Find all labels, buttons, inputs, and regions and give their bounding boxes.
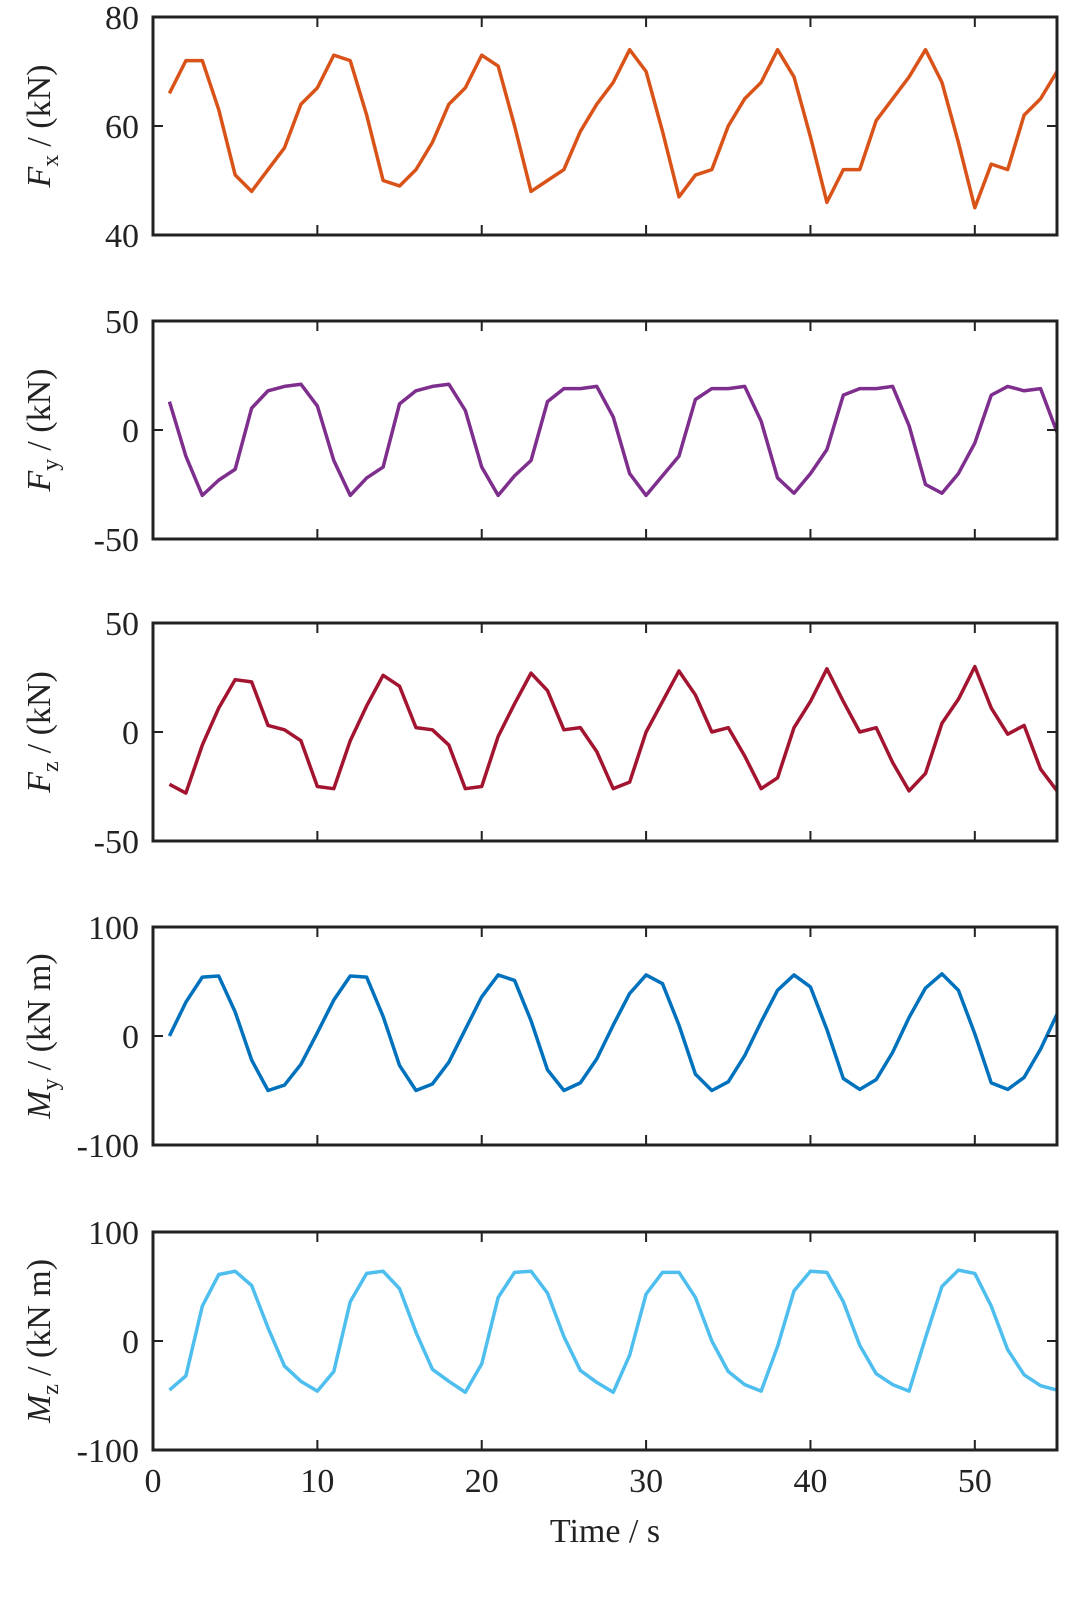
y-axis-label: Fz / (kN) [21,671,64,794]
y-label-subscript: y [38,1078,64,1090]
y-label-symbol: M [21,1393,58,1424]
y-axis-label: Fx / (kN) [21,65,64,189]
x-tick-label: 30 [629,1463,663,1500]
y-label-unit: / (kN m) [21,1259,58,1376]
y-tick-label: -50 [94,522,139,559]
y-tick-label: 50 [105,304,139,341]
y-tick-label: 50 [105,606,139,643]
x-tick-label: 50 [958,1463,992,1500]
axes-frame [151,15,1059,237]
x-axis-label: Time / s [550,1513,660,1550]
y-tick-label: 100 [88,910,139,947]
y-tick-label: 0 [122,413,139,450]
x-tick-label: 10 [300,1463,334,1500]
y-label-subscript: z [38,761,64,772]
y-label-subscript: y [38,459,64,471]
data-line [168,664,1059,795]
axes-frame [151,1230,1059,1452]
y-label-symbol: F [21,771,58,794]
y-label-symbol: F [21,469,58,492]
data-line [168,1268,1058,1394]
y-label-unit: / (kN) [21,65,58,147]
y-tick-label: 0 [122,1019,139,1056]
data-line [167,382,1059,498]
y-label-unit: / (kN) [21,369,58,451]
y-axis-label: My / (kN m) [21,953,64,1119]
x-tick-label: 20 [465,1463,499,1500]
y-label-unit: / (kN) [21,671,58,753]
y-label-unit: / (kN m) [21,953,58,1070]
data-line [167,47,1059,210]
y-tick-label: 60 [105,109,139,146]
x-tick-label: 40 [793,1463,827,1500]
y-tick-label: -100 [77,1433,139,1470]
y-tick-label: -100 [77,1128,139,1165]
y-tick-label: 100 [88,1215,139,1252]
y-tick-label: 0 [122,715,139,752]
y-axis-label: Mz / (kN m) [21,1259,64,1424]
y-tick-label: 40 [105,218,139,255]
y-label-subscript: x [38,155,64,167]
x-tick-label: 0 [145,1463,162,1500]
y-tick-label: 80 [105,0,139,37]
y-label-subscript: z [38,1384,64,1395]
y-axis-label: Fy / (kN) [21,369,64,493]
y-tick-label: 0 [122,1324,139,1361]
axes-frame [151,925,1059,1147]
y-tick-label: -50 [94,824,139,861]
axes-frame [151,621,1059,843]
axes-frame [151,319,1059,541]
data-line [167,972,1059,1093]
y-label-symbol: F [21,165,58,188]
y-label-symbol: M [21,1089,58,1120]
